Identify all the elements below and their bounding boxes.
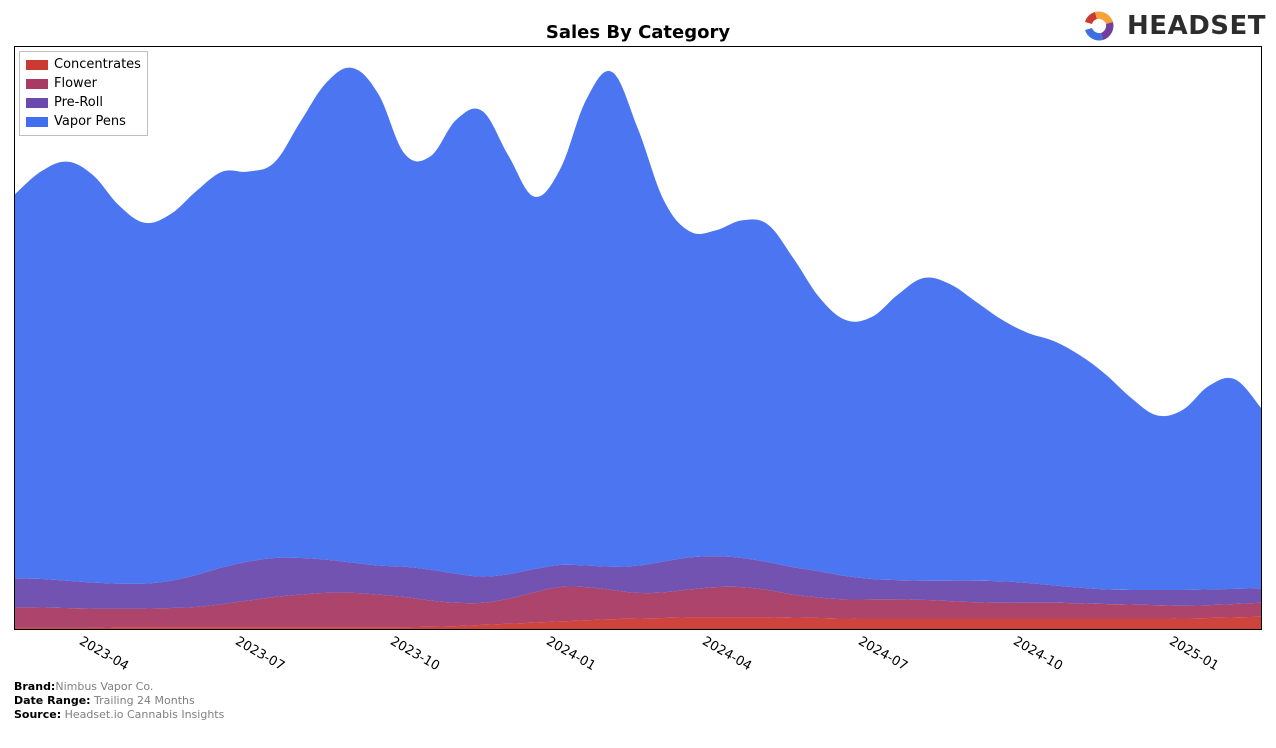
legend-label: Concentrates [54,56,141,75]
x-tick-label: 2025-01 [1167,634,1222,674]
x-tick-label: 2024-04 [699,634,754,674]
logo-arc-1 [1085,12,1097,24]
chart-meta: Brand:Nimbus Vapor Co. Date Range: Trail… [14,680,224,721]
meta-source: Source: Headset.io Cannabis Insights [14,708,224,722]
legend-label: Vapor Pens [54,113,126,132]
x-tick-label: 2024-10 [1011,634,1066,674]
legend: ConcentratesFlowerPre-RollVapor Pens [19,51,148,136]
x-tick-label: 2024-07 [855,634,910,674]
meta-range-value: Trailing 24 Months [91,694,195,707]
legend-swatch [26,79,48,89]
meta-source-value: Headset.io Cannabis Insights [61,708,224,721]
headset-logo-icon [1079,6,1119,46]
meta-source-label: Source: [14,708,61,721]
headset-logo: HEADSET [1079,6,1266,46]
x-tick-label: 2023-07 [232,634,287,674]
legend-swatch [26,117,48,127]
headset-logo-text: HEADSET [1127,11,1266,41]
legend-label: Pre-Roll [54,94,103,113]
series-area-vapor-pens [15,68,1261,590]
logo-arc-3 [1101,22,1113,40]
legend-item: Pre-Roll [26,94,141,113]
meta-range: Date Range: Trailing 24 Months [14,694,224,708]
legend-swatch [26,60,48,70]
area-chart-svg [15,47,1261,629]
plot-area: ConcentratesFlowerPre-RollVapor Pens [14,46,1262,630]
legend-item: Vapor Pens [26,113,141,132]
legend-swatch [26,98,48,108]
logo-arc-2 [1095,12,1113,24]
legend-label: Flower [54,75,97,94]
x-tick-label: 2024-01 [544,634,599,674]
meta-brand-label: Brand: [14,680,55,693]
legend-item: Concentrates [26,56,141,75]
meta-brand: Brand:Nimbus Vapor Co. [14,680,224,694]
meta-brand-value: Nimbus Vapor Co. [55,680,153,693]
legend-item: Flower [26,75,141,94]
logo-arc-4 [1085,28,1103,40]
x-tick-label: 2023-10 [388,634,443,674]
meta-range-label: Date Range: [14,694,91,707]
x-tick-label: 2023-04 [76,634,131,674]
